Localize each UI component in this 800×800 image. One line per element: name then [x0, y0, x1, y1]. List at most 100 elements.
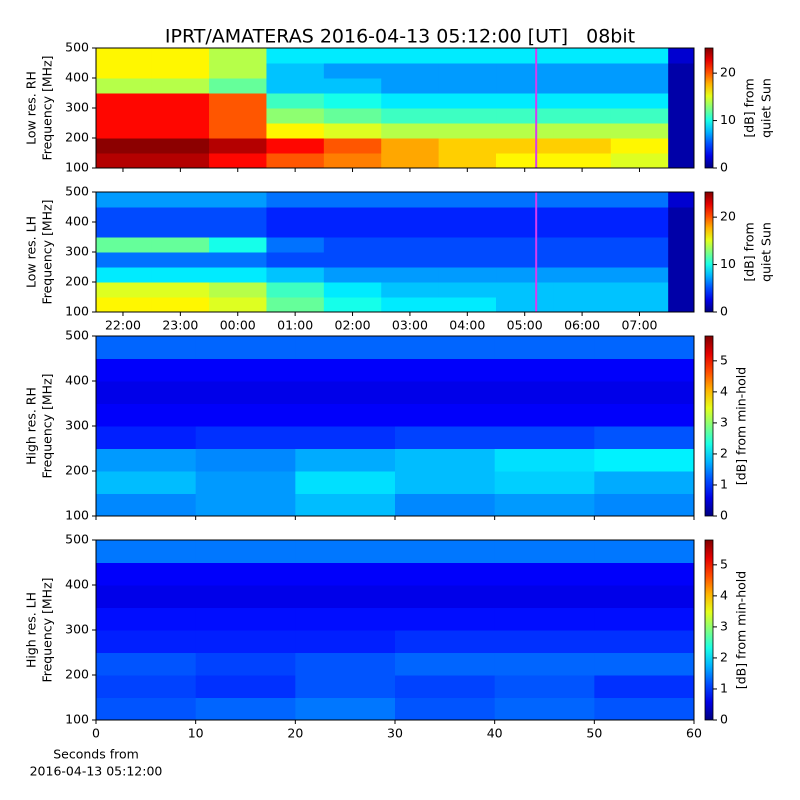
spectrogram-cell — [494, 336, 595, 359]
spectrogram-cell — [381, 267, 440, 283]
spectrogram-cell — [151, 237, 210, 253]
spectrogram-cell — [195, 426, 296, 449]
colorbar-tick-label: 0 — [720, 508, 728, 523]
spectrogram-cell — [96, 222, 153, 238]
colorbar-label: quiet Sun — [759, 78, 774, 138]
y-tick-label: 300 — [65, 100, 89, 115]
spectrogram-cell — [209, 123, 267, 139]
spectrogram-cell — [668, 267, 695, 283]
spectrogram-cell — [266, 153, 325, 169]
x-tick-label: 0 — [92, 726, 100, 741]
spectrogram-cell — [496, 222, 554, 238]
spectrogram-cell — [438, 138, 497, 154]
spectrogram-cell — [438, 123, 497, 139]
spectrogram-cell — [151, 207, 210, 223]
x-tick-label: 02:00 — [335, 318, 371, 333]
spectrogram-cell — [381, 138, 440, 154]
spectrogram-cell — [438, 48, 497, 64]
spectrogram-cell — [266, 252, 325, 268]
spectrogram-cell — [395, 585, 496, 608]
spectrogram-cell — [553, 48, 612, 64]
y-tick-label: 100 — [65, 160, 89, 175]
spectrogram-cell — [395, 675, 496, 698]
spectrogram-cell — [610, 63, 669, 79]
spectrogram-cell — [96, 607, 197, 631]
spectrogram-cell — [96, 108, 153, 124]
spectrogram-cell — [610, 153, 669, 169]
spectrogram-cell — [496, 138, 554, 154]
x-axis-label: 2016-04-13 05:12:00 — [30, 764, 163, 779]
spectrogram-cell — [96, 252, 153, 268]
spectrogram-cell — [295, 336, 396, 359]
spectrogram-cell — [96, 493, 197, 517]
spectrogram-cell — [266, 192, 325, 208]
colorbar-tick-label: 0 — [720, 160, 728, 175]
colorbar-tick-label: 2 — [720, 445, 728, 460]
spectrogram-cell — [668, 93, 695, 109]
y-tick-label: 300 — [65, 622, 89, 637]
spectrogram-cell — [553, 207, 612, 223]
spectrogram-cell — [395, 426, 496, 449]
spectrogram-cell — [96, 562, 197, 586]
spectrogram-cell — [381, 282, 440, 298]
spectrogram-cell — [381, 93, 440, 109]
colorbar — [704, 47, 714, 169]
x-tick-label: 10 — [188, 726, 204, 741]
spectrogram-cell — [395, 336, 496, 359]
y-tick-label: 400 — [65, 577, 89, 592]
spectrogram-cell — [496, 267, 554, 283]
spectrogram-cell — [494, 652, 595, 676]
spectrogram-cell — [496, 48, 554, 64]
colorbar-tick-label: 10 — [720, 112, 736, 127]
spectrogram-cell — [610, 222, 669, 238]
spectrogram-cell — [295, 652, 396, 676]
colorbar-label: [dB] from min-hold — [734, 367, 749, 485]
spectrogram-cell — [438, 252, 497, 268]
spectrogram-cell — [438, 108, 497, 124]
spectrogram-cell — [594, 562, 695, 586]
spectrogram-cell — [323, 207, 382, 223]
spectrogram-cell — [610, 138, 669, 154]
y-tick-label: 100 — [65, 304, 89, 319]
spectrogram-cell — [553, 108, 612, 124]
y-axis-label: Low res. RH — [24, 71, 39, 145]
spectrogram-cell — [209, 267, 267, 283]
spectrogram-cell — [381, 252, 440, 268]
spectrogram-cell — [381, 297, 440, 313]
spectrogram-cell — [668, 207, 695, 223]
x-tick-label: 20 — [287, 726, 303, 741]
spectrogram-cell — [494, 540, 595, 563]
spectrogram-cell — [668, 252, 695, 268]
spectrogram-cell — [96, 381, 197, 404]
spectrogram-cell — [323, 252, 382, 268]
y-tick-label: 500 — [65, 40, 89, 55]
y-tick-label: 200 — [65, 463, 89, 478]
spectrogram-cell — [381, 108, 440, 124]
spectrogram-cell — [295, 358, 396, 382]
colorbar — [704, 191, 714, 313]
spectrogram-cell — [668, 282, 695, 298]
spectrogram-cell — [395, 493, 496, 517]
colorbar-label: [dB] from min-hold — [734, 571, 749, 689]
spectrogram-cell — [395, 607, 496, 631]
y-tick-label: 100 — [65, 712, 89, 727]
spectrogram-cell — [151, 138, 210, 154]
spectrogram-cell — [209, 192, 267, 208]
spectrogram-cell — [438, 78, 497, 94]
spectrogram-cell — [668, 237, 695, 253]
spectrogram-cell — [96, 48, 153, 64]
spectrogram-cell — [266, 282, 325, 298]
spectrogram-cell — [496, 297, 554, 313]
spectrogram-cell — [381, 153, 440, 169]
spectrogram-cell — [295, 403, 396, 427]
spectrogram-cell — [395, 540, 496, 563]
spectrogram-cell — [438, 93, 497, 109]
spectrogram-cell — [96, 282, 153, 298]
spectrogram-cell — [151, 252, 210, 268]
spectrogram-cell — [323, 237, 382, 253]
spectrogram-cell — [594, 381, 695, 404]
spectrogram-cell — [494, 630, 595, 653]
spectrogram-cell — [209, 222, 267, 238]
spectrogram-cell — [195, 403, 296, 427]
spectrogram-cell — [96, 675, 197, 698]
